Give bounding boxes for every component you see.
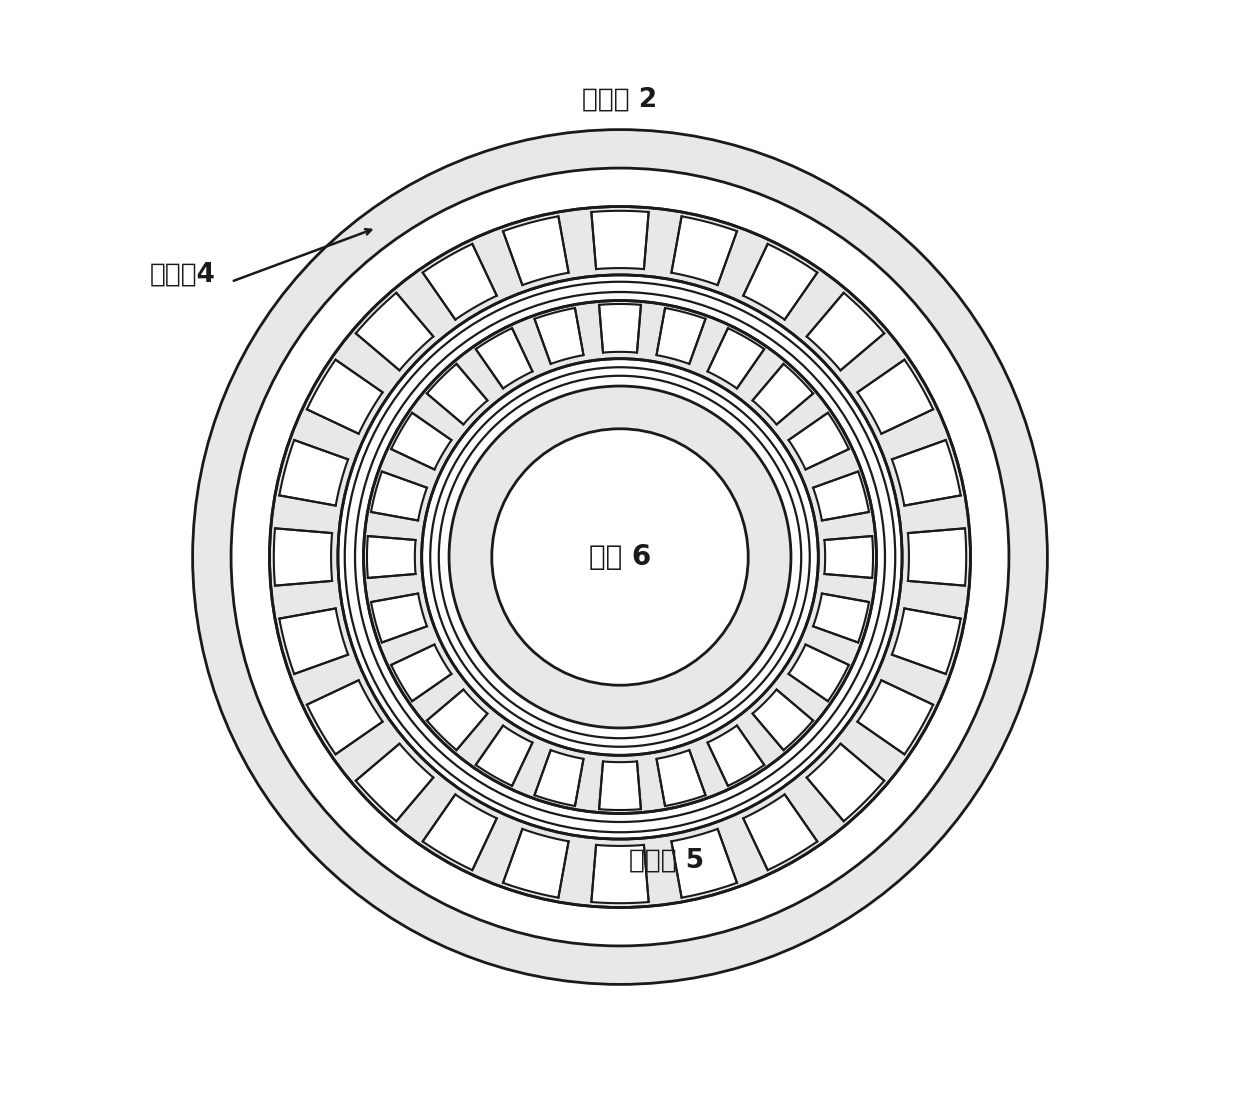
Circle shape — [231, 168, 1009, 946]
Polygon shape — [427, 364, 487, 424]
Polygon shape — [534, 309, 584, 364]
Polygon shape — [367, 536, 415, 578]
Polygon shape — [503, 216, 569, 285]
Text: 转轴 6: 转轴 6 — [589, 543, 651, 571]
Polygon shape — [753, 690, 813, 750]
Circle shape — [363, 301, 877, 813]
Polygon shape — [656, 750, 706, 805]
Polygon shape — [356, 293, 433, 370]
Polygon shape — [423, 794, 497, 870]
Polygon shape — [708, 725, 764, 785]
Polygon shape — [423, 244, 497, 320]
Polygon shape — [306, 681, 383, 754]
Polygon shape — [813, 594, 869, 643]
Polygon shape — [503, 829, 569, 898]
Circle shape — [339, 275, 901, 839]
Circle shape — [430, 368, 810, 746]
Polygon shape — [743, 794, 817, 870]
Circle shape — [439, 375, 801, 739]
Polygon shape — [671, 216, 737, 285]
Polygon shape — [753, 364, 813, 424]
Polygon shape — [789, 645, 849, 701]
Polygon shape — [857, 681, 934, 754]
Polygon shape — [534, 750, 584, 805]
Polygon shape — [476, 329, 532, 389]
Polygon shape — [708, 329, 764, 389]
Text: 内定子4: 内定子4 — [150, 262, 216, 287]
Polygon shape — [591, 211, 649, 270]
Polygon shape — [813, 471, 869, 520]
Polygon shape — [807, 293, 884, 370]
Circle shape — [355, 292, 885, 822]
Circle shape — [192, 129, 1048, 985]
Text: 外转子 2: 外转子 2 — [583, 87, 657, 113]
Polygon shape — [591, 844, 649, 903]
Polygon shape — [789, 413, 849, 469]
Polygon shape — [274, 528, 332, 586]
Text: 内转子 5: 内转子 5 — [630, 848, 704, 873]
Circle shape — [492, 429, 748, 685]
Polygon shape — [656, 309, 706, 364]
Polygon shape — [892, 440, 961, 506]
Polygon shape — [279, 608, 348, 674]
Polygon shape — [892, 608, 961, 674]
Polygon shape — [671, 829, 737, 898]
Polygon shape — [371, 594, 427, 643]
Polygon shape — [599, 762, 641, 810]
Circle shape — [422, 359, 818, 755]
Polygon shape — [825, 536, 873, 578]
Circle shape — [449, 387, 791, 727]
Polygon shape — [356, 744, 433, 821]
Polygon shape — [857, 360, 934, 433]
Polygon shape — [908, 528, 966, 586]
Polygon shape — [599, 304, 641, 352]
Polygon shape — [306, 360, 383, 433]
Polygon shape — [743, 244, 817, 320]
Polygon shape — [807, 744, 884, 821]
Polygon shape — [391, 413, 451, 469]
Polygon shape — [279, 440, 348, 506]
Circle shape — [345, 282, 895, 832]
Polygon shape — [476, 725, 532, 785]
Polygon shape — [427, 690, 487, 750]
Polygon shape — [391, 645, 451, 701]
Circle shape — [269, 206, 971, 908]
Polygon shape — [371, 471, 427, 520]
